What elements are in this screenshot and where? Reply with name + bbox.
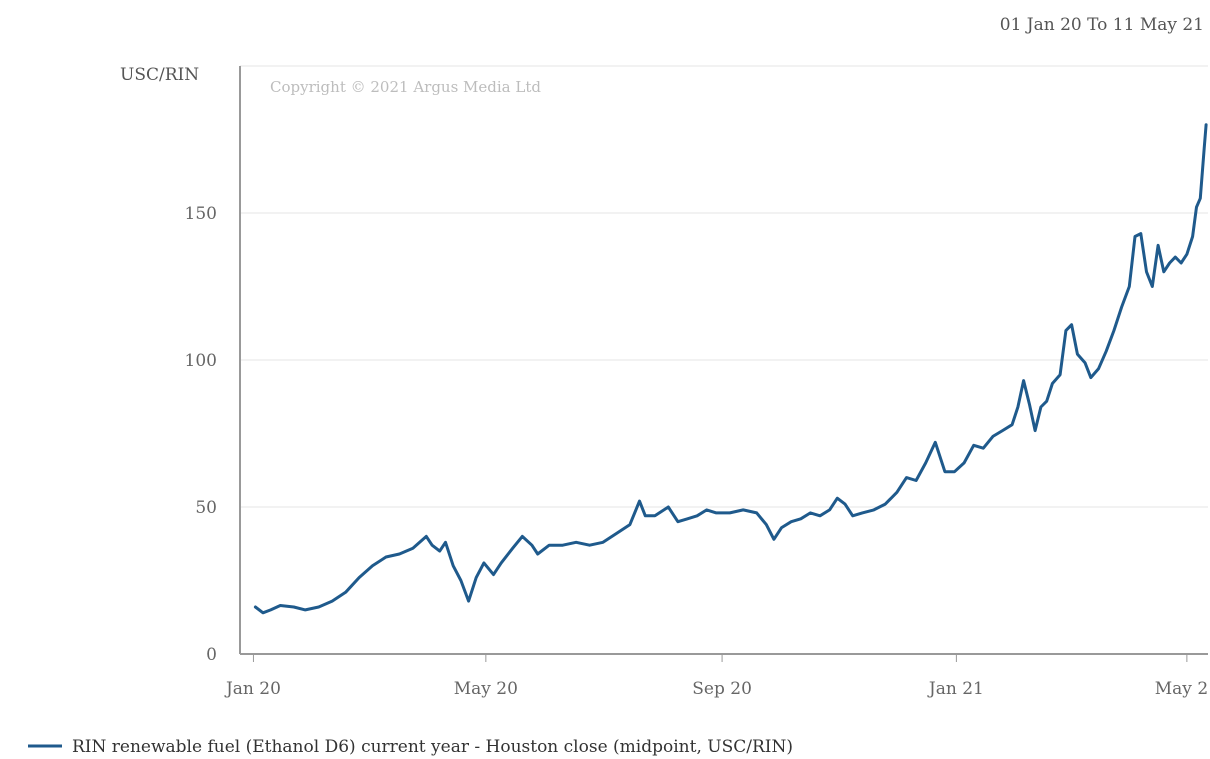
series-line	[253, 123, 1208, 615]
y-tick-label: 0	[206, 645, 217, 665]
x-tick-label: May 21	[1155, 679, 1210, 699]
series-layer	[253, 123, 1208, 615]
legend-label: RIN renewable fuel (Ethanol D6) current …	[72, 737, 793, 757]
grid-layer	[240, 65, 1208, 508]
x-tick-label: Sep 20	[692, 679, 752, 699]
axis-layer: 0 50 100 150 Jan 20 May 20 Sep 20 Jan 21 May 21	[185, 66, 1210, 699]
x-tick-label: Jan 20	[224, 679, 281, 699]
y-tick-label: 100	[185, 351, 217, 371]
x-tick-label: May 20	[454, 679, 518, 699]
legend: RIN renewable fuel (Ethanol D6) current …	[28, 737, 793, 757]
copyright-watermark: Copyright © 2021 Argus Media Ltd	[270, 78, 541, 96]
y-tick-label: 50	[195, 498, 217, 518]
y-tick-label: 150	[185, 204, 217, 224]
x-tick-label: Jan 21	[927, 679, 984, 699]
date-range-label: 01 Jan 20 To 11 May 21	[1000, 15, 1204, 35]
y-axis-unit-label: USC/RIN	[120, 65, 199, 85]
